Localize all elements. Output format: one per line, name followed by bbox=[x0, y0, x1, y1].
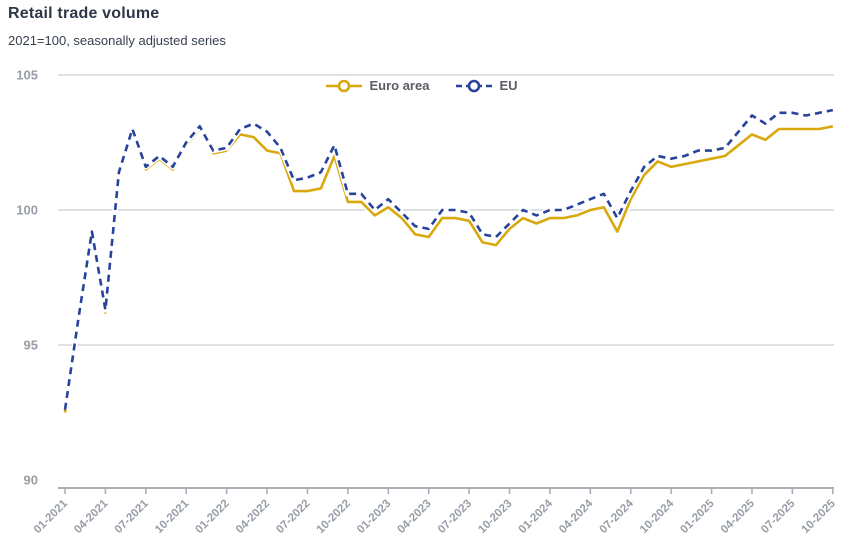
y-tick-label-100: 100 bbox=[16, 203, 38, 218]
chart-title: Retail trade volume bbox=[8, 5, 160, 22]
y-axis-labels: 90 95 100 105 bbox=[16, 68, 38, 488]
x-tick-label-04-2021: 04-2021 bbox=[72, 497, 111, 536]
x-tick-label-04-2025: 04-2025 bbox=[719, 497, 758, 536]
x-tick-label-10-2025: 10-2025 bbox=[800, 497, 839, 536]
x-tick-label-04-2022: 04-2022 bbox=[234, 498, 272, 536]
euro-area-line-marker-icon bbox=[326, 79, 363, 92]
x-tick-label-01-2022: 01-2022 bbox=[193, 498, 231, 536]
x-axis-ticks bbox=[64, 488, 834, 494]
line-casing bbox=[62, 123, 834, 413]
x-tick-label-10-2022: 10-2022 bbox=[315, 498, 353, 536]
y-tick-label-105: 105 bbox=[16, 68, 38, 83]
euro-area-series-line bbox=[62, 123, 834, 413]
x-tick-label-01-2024: 01-2024 bbox=[517, 497, 556, 536]
x-tick-label-07-2022: 07-2022 bbox=[274, 498, 312, 536]
chart-legend: Euro area EU bbox=[0, 78, 843, 93]
x-tick-label-01-2021: 01-2021 bbox=[32, 497, 71, 536]
eu-dashed-line-marker-icon bbox=[456, 79, 493, 92]
x-tick-label-07-2023: 07-2023 bbox=[436, 498, 474, 536]
x-tick-label-10-2021: 10-2021 bbox=[153, 497, 192, 536]
y-tick-label-90: 90 bbox=[24, 473, 38, 488]
x-tick-label-07-2021: 07-2021 bbox=[113, 497, 152, 536]
x-tick-label-01-2023: 01-2023 bbox=[355, 498, 393, 536]
legend-label-euro-area: Euro area bbox=[369, 78, 430, 93]
x-tick-label-07-2025: 07-2025 bbox=[759, 497, 798, 536]
legend-item-eu[interactable]: EU bbox=[455, 78, 518, 93]
x-tick-label-10-2023: 10-2023 bbox=[476, 498, 514, 536]
x-tick-label-04-2024: 04-2024 bbox=[557, 497, 596, 536]
legend-label-eu: EU bbox=[499, 78, 518, 93]
chart-subtitle: 2021=100, seasonally adjusted series bbox=[8, 33, 226, 48]
y-tick-label-95: 95 bbox=[24, 338, 38, 353]
x-tick-label-04-2023: 04-2023 bbox=[395, 498, 433, 536]
line-stroke bbox=[63, 108, 834, 410]
x-tick-label-01-2025: 01-2025 bbox=[678, 497, 717, 536]
line-stroke bbox=[63, 125, 834, 413]
x-axis-labels: 01-2021 04-2021 07-2021 10-2021 01-2022 04-20… bbox=[32, 497, 839, 536]
x-tick-label-10-2024: 10-2024 bbox=[638, 497, 677, 536]
eu-series-line bbox=[62, 107, 834, 411]
x-tick-label-07-2024: 07-2024 bbox=[598, 497, 637, 536]
legend-item-euro-area[interactable]: Euro area bbox=[325, 78, 429, 93]
